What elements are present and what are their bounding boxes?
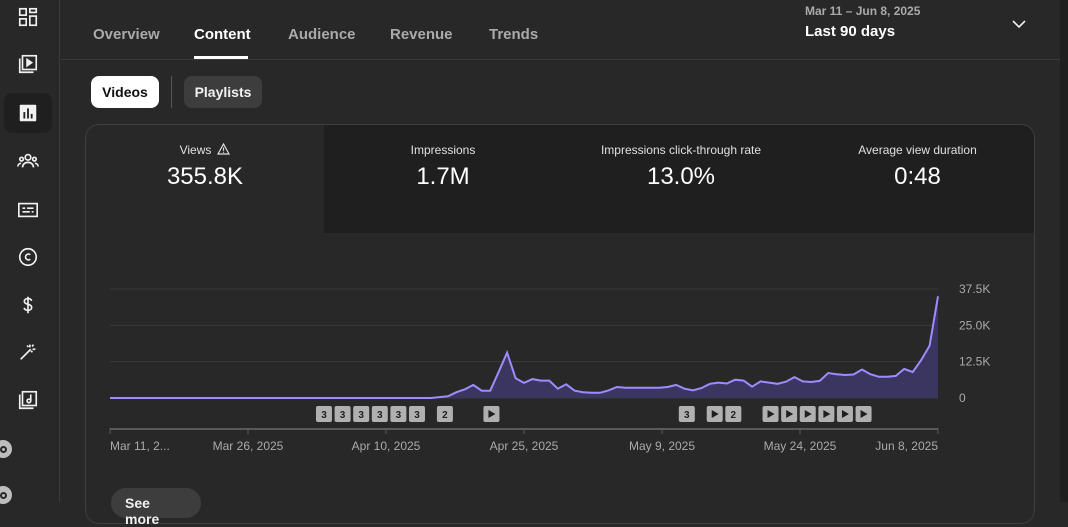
videos-chip[interactable]: Videos (91, 76, 159, 108)
tab-audience[interactable]: Audience (288, 26, 356, 43)
analytics-main: Overview Content Audience Revenue Trends… (61, 0, 1060, 527)
date-range-text[interactable]: Mar 11 – Jun 8, 2025 (805, 4, 921, 18)
playlists-chip[interactable]: Playlists (184, 76, 262, 108)
analytics-tab-bar: Overview Content Audience Revenue Trends… (61, 0, 1060, 60)
metric-label-views: Views (179, 143, 212, 157)
active-tab-indicator (194, 56, 248, 59)
settings-dot-icon[interactable] (0, 486, 12, 504)
metric-value-impressions: 1.7M (416, 163, 470, 190)
metric-ctr[interactable]: Impressions click-through rate 13.0% (562, 125, 800, 233)
metric-avg-view-duration[interactable]: Average view duration 0:48 (799, 125, 1034, 233)
metric-impressions[interactable]: Impressions 1.7M (324, 125, 562, 233)
tab-overview[interactable]: Overview (93, 26, 160, 43)
metric-label-avd: Average view duration (858, 143, 977, 157)
account-dot-icon[interactable] (0, 440, 12, 458)
analytics-icon[interactable] (4, 93, 52, 133)
earn-icon[interactable] (4, 285, 52, 325)
tab-revenue[interactable]: Revenue (390, 26, 453, 43)
metric-value-ctr: 13.0% (646, 163, 716, 190)
date-period-label[interactable]: Last 90 days (805, 23, 896, 40)
copyright-icon[interactable] (4, 237, 52, 277)
dashboard-icon[interactable] (4, 0, 52, 37)
community-icon[interactable] (4, 141, 52, 181)
audio-library-icon[interactable] (4, 380, 52, 420)
content-icon[interactable] (4, 44, 52, 84)
left-nav-rail (0, 0, 60, 504)
metrics-card: Views 355.8K Impressions 1.7M Impression… (85, 124, 1035, 524)
page-scroll-gutter (1060, 0, 1068, 502)
metric-value-avd: 0:48 (894, 163, 941, 190)
customization-icon[interactable] (4, 332, 52, 372)
subtitles-icon[interactable] (4, 190, 52, 230)
metric-value-views: 355.8K (166, 163, 244, 190)
warning-icon[interactable] (217, 143, 231, 155)
metric-views[interactable]: Views 355.8K (86, 125, 324, 233)
see-more-button[interactable]: See more (111, 488, 201, 527)
metric-label-ctr: Impressions click-through rate (600, 143, 762, 157)
chip-divider (171, 76, 172, 108)
metric-label-impressions: Impressions (410, 143, 476, 157)
chevron-down-icon[interactable] (1011, 16, 1027, 32)
tab-content[interactable]: Content (194, 26, 251, 43)
tab-trends[interactable]: Trends (489, 26, 539, 43)
